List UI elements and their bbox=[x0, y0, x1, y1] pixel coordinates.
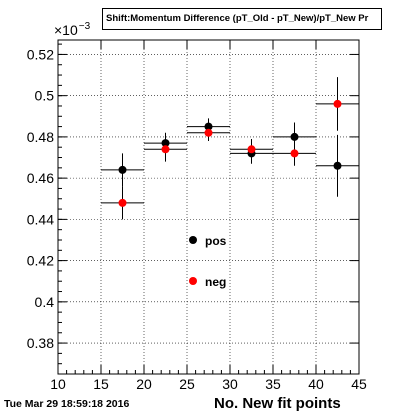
y-tick-label: 0.5 bbox=[35, 88, 55, 104]
legend-marker-neg bbox=[189, 277, 197, 285]
x-tick-label: 45 bbox=[351, 376, 367, 392]
x-tick-label: 30 bbox=[222, 376, 238, 392]
x-tick-label: 35 bbox=[265, 376, 281, 392]
y-axis-exponent-power: −3 bbox=[78, 21, 91, 32]
data-point-pos bbox=[118, 165, 127, 174]
timestamp: Tue Mar 29 18:59:18 2016 bbox=[4, 398, 130, 410]
y-tick-label: 0.48 bbox=[27, 129, 54, 145]
data-point-neg bbox=[247, 145, 256, 154]
legend-marker-pos bbox=[189, 236, 197, 244]
x-tick-label: 40 bbox=[308, 376, 324, 392]
x-tick-label: 25 bbox=[179, 376, 195, 392]
data-point-pos bbox=[290, 132, 299, 141]
y-axis-exponent: ×10−3 bbox=[54, 21, 91, 38]
x-tick-label: 20 bbox=[136, 376, 152, 392]
y-tick-label: 0.44 bbox=[27, 211, 54, 227]
x-tick-label: 10 bbox=[50, 376, 66, 392]
x-axis-label: No. New fit points bbox=[214, 395, 341, 412]
legend-label-neg: neg bbox=[205, 275, 226, 289]
data-point-neg bbox=[204, 128, 213, 137]
data-point-neg bbox=[333, 99, 342, 108]
chart-title: Shift:Momentum Difference (pT_Old - pT_N… bbox=[106, 13, 369, 24]
data-point-pos bbox=[333, 161, 342, 170]
plot-frame bbox=[57, 39, 360, 375]
y-tick-label: 0.52 bbox=[27, 46, 54, 62]
data-point-neg bbox=[290, 149, 299, 158]
y-tick-label: 0.4 bbox=[35, 294, 55, 310]
x-tick-label: 15 bbox=[93, 376, 109, 392]
legend-label-pos: pos bbox=[205, 234, 227, 248]
data-point-neg bbox=[161, 145, 170, 154]
y-tick-label: 0.38 bbox=[27, 335, 54, 351]
data-point-neg bbox=[118, 198, 127, 207]
chart-title-box: Shift:Momentum Difference (pT_Old - pT_N… bbox=[102, 8, 382, 30]
y-tick-label: 0.42 bbox=[27, 253, 54, 269]
y-tick-label: 0.46 bbox=[27, 170, 54, 186]
y-axis-exponent-base: ×10 bbox=[54, 22, 78, 38]
